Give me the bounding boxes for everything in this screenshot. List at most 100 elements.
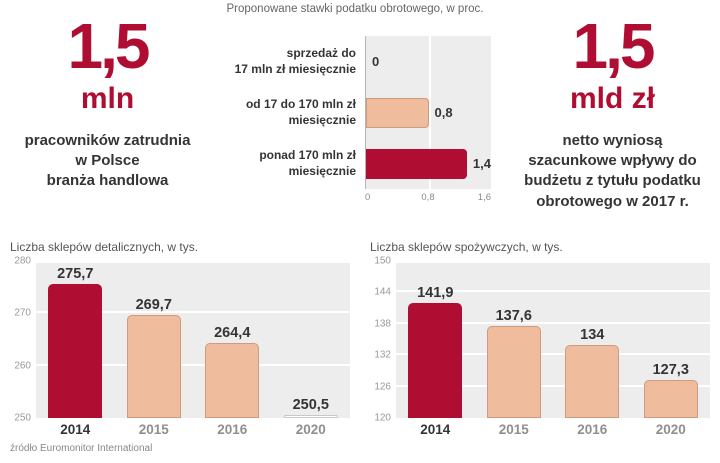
category-labels: sprzedaż do 17 mln zł miesięcznie od 17 d… [219, 36, 365, 189]
x-axis: 2014 2015 2016 2020 [396, 422, 710, 437]
value-label: 0,8 [434, 105, 453, 120]
axis-tick: 260 [14, 360, 31, 372]
axis-tick: 120 [374, 412, 391, 424]
bar-cell: 269,7 [115, 261, 194, 418]
axis-tick: 0 [365, 192, 371, 203]
axis-tick: 1,6 [477, 192, 491, 203]
value-label: 269,7 [135, 296, 172, 313]
stat-employment-value: 1,5 [67, 10, 151, 82]
y-axis: 120 126 132 138 144 150 [370, 256, 396, 424]
category-label: 2020 [655, 422, 686, 437]
bar-cell: 275,7 [36, 261, 115, 418]
x-axis: 0 0,8 1,6 [365, 192, 491, 206]
bar-row: 0,8 [366, 87, 491, 138]
bar-cell: 134 [553, 261, 632, 418]
category-label: 2015 [138, 422, 169, 437]
axis-tick: 144 [374, 286, 391, 298]
bar [205, 342, 260, 418]
bar [408, 303, 463, 418]
tax-rates-chart-title: Proponowane stawki podatku obrotowego, w… [226, 3, 484, 15]
category-label: 2016 [217, 422, 248, 437]
category-label: od 17 do 170 mln zł miesięcznie [219, 87, 365, 138]
stat-employment: 1,5 mln pracowników zatrudnia w Polsce b… [0, 0, 215, 230]
gridline [396, 321, 710, 324]
top-section: 1,5 mln pracowników zatrudnia w Polsce b… [0, 0, 720, 230]
bars: 275,7 269,7 264,4 250,5 [36, 261, 350, 418]
bar-cell: 264,4 [193, 261, 272, 418]
value-label: 275,7 [57, 265, 94, 282]
plot-area: 0 0,8 1,4 [365, 36, 491, 189]
axis-tick: 250 [14, 412, 31, 424]
x-axis: 2014 2015 2016 2020 [36, 422, 350, 437]
bar-row: 0 [366, 36, 491, 87]
gridline [396, 261, 710, 263]
category-label-text: sprzedaż do 17 mln zł miesięcznie [234, 45, 356, 76]
value-label: 0 [372, 54, 380, 69]
plot-area: 275,7 269,7 264,4 250,5 [36, 261, 350, 418]
horizontal-bar-chart: sprzedaż do 17 mln zł miesięcznie od 17 d… [219, 36, 491, 189]
value-label: 137,6 [495, 307, 532, 324]
value-label: 250,5 [292, 397, 329, 414]
category-label: sprzedaż do 17 mln zł miesięcznie [219, 36, 365, 87]
stat-revenue-value: 1,5 [572, 10, 656, 82]
y-axis: 250 260 270 280 [10, 256, 36, 424]
stat-revenue-description: netto wyniosą szacunkowe wpływy do budże… [524, 131, 701, 210]
bar [283, 415, 338, 418]
stat-employment-description: pracowników zatrudnia w Polsce branża ha… [24, 131, 191, 190]
tax-rates-chart: Proponowane stawki podatku obrotowego, w… [215, 0, 505, 230]
bar [366, 148, 467, 179]
axis-tick: 270 [14, 307, 31, 319]
bar [126, 314, 181, 418]
chart-body: 250 260 270 280 275,7 269,7 264,4 250,5 [10, 256, 350, 424]
gridline [396, 353, 710, 356]
stat-revenue: 1,5 mld zł netto wyniosą szacunkowe wpły… [505, 0, 720, 230]
bar-cell: 141,9 [396, 261, 475, 418]
gridline [396, 384, 710, 387]
retail-stores-chart-title: Liczba sklepów detalicznych, w tys. [10, 240, 199, 254]
axis-tick: 126 [374, 381, 391, 393]
value-label: 127,3 [652, 361, 689, 378]
source-note: źródło Euromonitor International [10, 443, 153, 454]
category-label: ponad 170 mln zł miesięcznie [219, 138, 365, 189]
value-label: 134 [580, 326, 605, 343]
axis-tick: 132 [374, 349, 391, 361]
category-label-text: od 17 do 170 mln zł miesięcznie [245, 96, 356, 127]
stat-employment-unit: mln [80, 81, 135, 115]
category-label: 2015 [498, 422, 529, 437]
bar-cell: 137,6 [475, 261, 554, 418]
axis-tick: 280 [14, 255, 31, 267]
category-label: 2016 [577, 422, 608, 437]
gridline [36, 363, 350, 366]
value-label: 141,9 [417, 285, 454, 302]
value-label: 1,4 [472, 156, 491, 171]
bar [643, 379, 698, 418]
plot-area: 141,9 137,6 134 127,3 [396, 261, 710, 418]
gridline [428, 36, 431, 189]
chart-body: 120 126 132 138 144 150 141,9 137,6 134 127,3 [370, 256, 710, 424]
bar-row: 1,4 [366, 138, 491, 189]
bar [48, 283, 103, 418]
bar [565, 344, 620, 418]
bar-cell: 250,5 [272, 261, 351, 418]
gridline [396, 290, 710, 293]
axis-tick: 0,8 [421, 192, 435, 203]
axis-tick: 138 [374, 318, 391, 330]
value-label: 264,4 [214, 324, 251, 341]
axis-tick: 150 [374, 255, 391, 267]
category-label: 2014 [60, 422, 91, 437]
bar [486, 325, 541, 418]
grocery-stores-chart: Liczba sklepów spożywczych, w tys. 120 12… [370, 240, 710, 437]
grocery-stores-chart-title: Liczba sklepów spożywczych, w tys. [370, 240, 563, 254]
stat-revenue-unit: mld zł [569, 81, 655, 115]
gridline [36, 261, 350, 263]
category-label: 2014 [420, 422, 451, 437]
bar [366, 97, 429, 128]
bottom-section: Liczba sklepów detalicznych, w tys. 250 2… [0, 240, 720, 437]
bar-cell: 127,3 [632, 261, 711, 418]
category-label-text: ponad 170 mln zł miesięcznie [259, 147, 356, 178]
retail-stores-chart: Liczba sklepów detalicznych, w tys. 250 2… [10, 240, 350, 437]
bars: 141,9 137,6 134 127,3 [396, 261, 710, 418]
category-label: 2020 [295, 422, 326, 437]
gridline [36, 311, 350, 314]
